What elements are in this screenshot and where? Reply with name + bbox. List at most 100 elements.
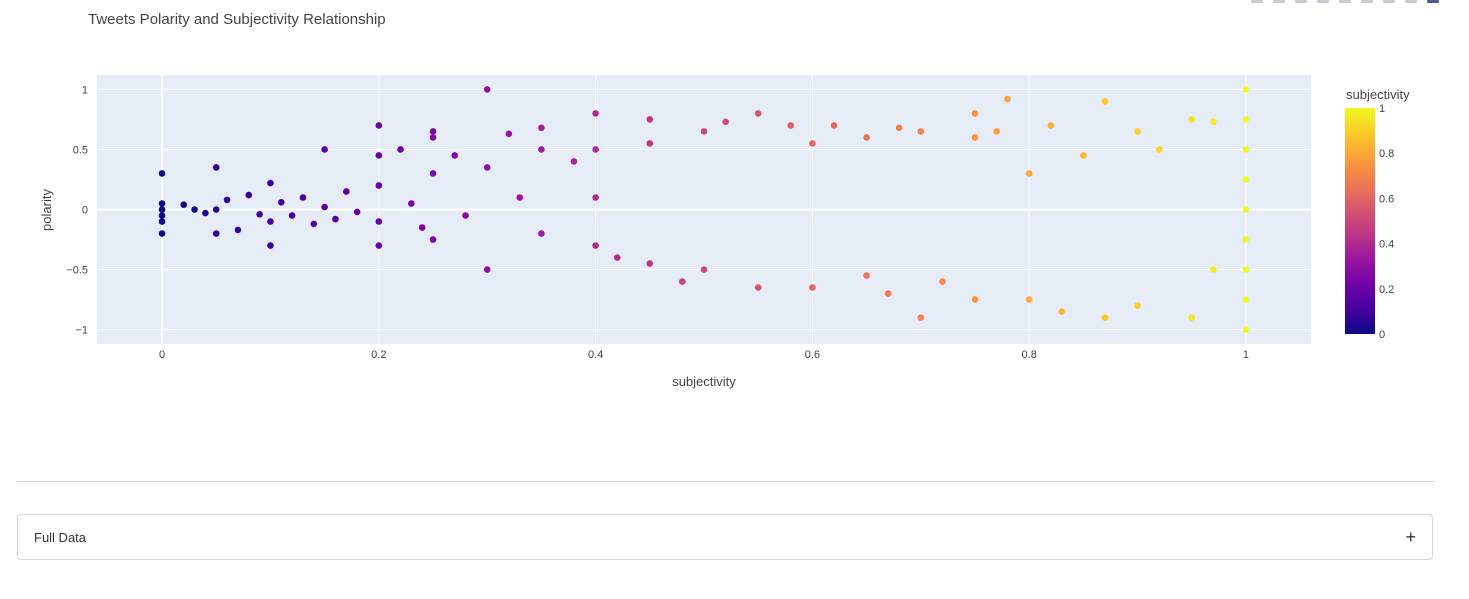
plus-icon[interactable]: + bbox=[1405, 527, 1416, 547]
scatter-point bbox=[256, 211, 263, 218]
x-tick-label: 1 bbox=[1243, 349, 1249, 361]
colorbar-title: subjectivity bbox=[1346, 87, 1410, 102]
scatter-point bbox=[1188, 314, 1196, 321]
scatter-point bbox=[158, 206, 166, 213]
scatter-point bbox=[343, 188, 350, 195]
scatter-point bbox=[375, 152, 383, 159]
chart-modebar[interactable] bbox=[1159, 0, 1439, 6]
full-data-expander[interactable]: Full Data + bbox=[17, 514, 1433, 560]
scatter-point bbox=[809, 140, 816, 147]
scatter-point bbox=[462, 212, 469, 219]
scatter-point bbox=[1004, 95, 1011, 103]
scatter-point bbox=[245, 191, 253, 199]
scatter-point bbox=[1058, 308, 1065, 315]
zoom-out-icon[interactable] bbox=[1383, 0, 1395, 3]
scatter-point bbox=[1242, 296, 1250, 303]
y-tick-label: −1 bbox=[75, 325, 88, 337]
scatter-point bbox=[483, 266, 491, 273]
scatter-point bbox=[917, 314, 925, 321]
pan-icon[interactable] bbox=[1295, 0, 1307, 3]
section-divider bbox=[17, 481, 1435, 482]
scatter-point bbox=[332, 215, 339, 223]
scatter-point bbox=[375, 122, 383, 129]
scatter-point bbox=[884, 290, 892, 297]
scatter-point bbox=[299, 194, 307, 201]
lasso-icon[interactable] bbox=[1339, 0, 1351, 3]
x-tick-label: 0.8 bbox=[1022, 349, 1037, 361]
colorbar-tick-label: 0 bbox=[1379, 329, 1385, 341]
scatter-point bbox=[722, 118, 729, 126]
data-points bbox=[158, 86, 1250, 333]
zoom-icon[interactable] bbox=[1273, 0, 1285, 3]
zoom-in-icon[interactable] bbox=[1361, 0, 1373, 3]
scatter-point bbox=[418, 224, 426, 231]
scatter-point bbox=[700, 128, 708, 135]
scatter-point bbox=[939, 278, 946, 285]
autoscale-icon[interactable] bbox=[1405, 0, 1417, 3]
scatter-point bbox=[1242, 326, 1250, 333]
camera-icon[interactable] bbox=[1251, 0, 1263, 3]
scatter-point bbox=[158, 200, 166, 207]
scatter-point bbox=[267, 242, 274, 249]
scatter-point bbox=[646, 116, 654, 123]
scatter-point bbox=[538, 230, 545, 237]
scatter-point bbox=[971, 110, 979, 117]
scatter-point bbox=[787, 122, 795, 129]
scatter-point bbox=[592, 146, 599, 153]
scatter-point bbox=[993, 128, 1000, 135]
box-select-icon[interactable] bbox=[1317, 0, 1329, 3]
scatter-point bbox=[516, 194, 524, 201]
scatter-point bbox=[1210, 266, 1217, 273]
scatter-point bbox=[592, 242, 599, 249]
scatter-point bbox=[429, 170, 437, 177]
scatter-point bbox=[158, 230, 166, 237]
scatter-point bbox=[483, 164, 491, 171]
scatter-point bbox=[863, 134, 870, 141]
chart-title: Tweets Polarity and Subjectivity Relatio… bbox=[88, 11, 386, 28]
scatter-point bbox=[375, 242, 383, 249]
plotly-logo-icon[interactable] bbox=[1427, 0, 1439, 3]
scatter-point bbox=[809, 284, 816, 291]
scatter-point bbox=[1210, 118, 1217, 126]
scatter-point bbox=[321, 203, 328, 211]
scatter-point bbox=[288, 212, 296, 219]
y-tick-label: 0.5 bbox=[73, 144, 88, 156]
scatter-point bbox=[538, 124, 545, 132]
scatter-point bbox=[592, 194, 599, 201]
scatter-point bbox=[538, 146, 545, 153]
scatter-point bbox=[408, 200, 415, 207]
scatter-point bbox=[971, 296, 979, 303]
scatter-chart[interactable]: Tweets Polarity and Subjectivity Relatio… bbox=[0, 0, 1469, 470]
colorbar-tick-label: 0.4 bbox=[1379, 239, 1394, 251]
x-axis-ticks: 0 0.2 0.4 0.6 0.8 1 bbox=[159, 349, 1249, 361]
scatter-point bbox=[1134, 128, 1141, 135]
scatter-point bbox=[1188, 116, 1196, 123]
scatter-point bbox=[1242, 176, 1250, 183]
colorbar-ticks: 1 0.8 0.6 0.4 0.2 0 bbox=[1379, 103, 1394, 341]
scatter-point bbox=[158, 170, 166, 177]
scatter-point bbox=[483, 86, 491, 93]
scatter-point bbox=[646, 260, 654, 267]
scatter-point bbox=[212, 230, 220, 237]
scatter-point bbox=[754, 284, 762, 291]
y-axis-ticks: 1 0.5 0 −0.5 −1 bbox=[66, 84, 88, 336]
x-tick-label: 0.6 bbox=[805, 349, 820, 361]
scatter-point bbox=[971, 134, 979, 141]
y-tick-label: 0 bbox=[82, 205, 88, 217]
scatter-point bbox=[917, 128, 925, 135]
scatter-point bbox=[267, 179, 274, 187]
scatter-point bbox=[1155, 146, 1163, 153]
scatter-point bbox=[267, 218, 274, 225]
scatter-point bbox=[158, 212, 166, 219]
scatter-point bbox=[1242, 236, 1250, 243]
scatter-point bbox=[234, 226, 242, 234]
scatter-point bbox=[429, 128, 437, 135]
scatter-point bbox=[191, 206, 198, 213]
scatter-point bbox=[429, 236, 437, 243]
scatter-point bbox=[212, 164, 220, 171]
scatter-point bbox=[830, 122, 838, 129]
scatter-point bbox=[310, 220, 318, 228]
colorbar-tick-label: 1 bbox=[1379, 103, 1385, 115]
scatter-point bbox=[646, 140, 654, 147]
x-axis-label: subjectivity bbox=[672, 374, 736, 389]
